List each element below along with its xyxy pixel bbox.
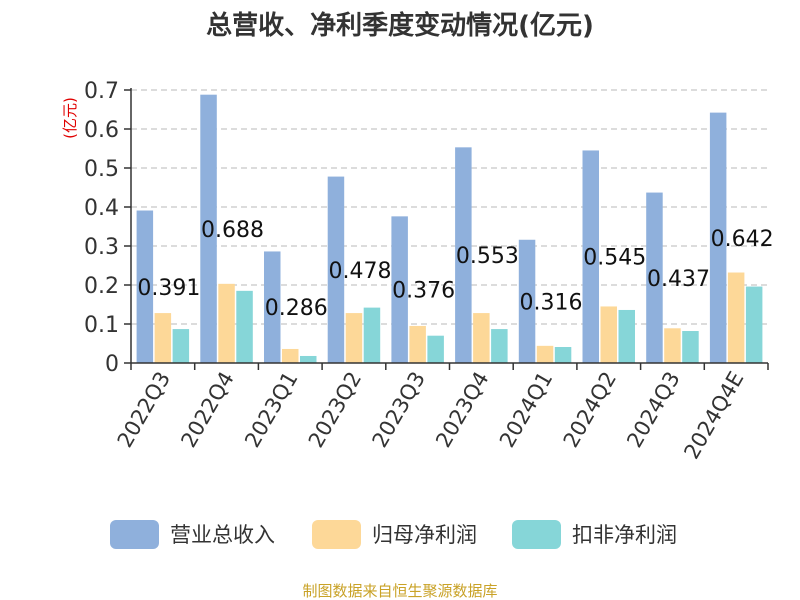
x-tick-label: 2023Q2 <box>304 368 366 452</box>
bar-0-2023Q3 <box>391 216 408 363</box>
bar-1-2023Q3 <box>409 325 426 363</box>
legend-swatch <box>110 520 159 549</box>
data-labels: 0.391 0.688 0.2860.4780.3760.5530.3160.545… <box>137 218 773 321</box>
legend-swatch <box>312 520 361 549</box>
legend-label: 营业总收入 <box>170 523 275 547</box>
bar-2-2024Q4E <box>745 286 763 363</box>
bar-2-2024Q3 <box>682 331 699 363</box>
bar-2-2023Q2 <box>363 307 381 363</box>
bar-1-2024Q4E <box>727 272 745 363</box>
bar-2-2023Q3 <box>427 335 444 363</box>
bar-0-2023Q2 <box>327 176 345 363</box>
bar-0-2024Q2 <box>582 150 599 363</box>
bar-2-2022Q3 <box>172 329 190 363</box>
bar-1-2024Q3 <box>664 328 681 363</box>
y-tick-label: 0.3 <box>84 235 119 260</box>
bar-0-2023Q4 <box>455 147 472 363</box>
y-tick-label: 0.5 <box>84 157 119 182</box>
bar-0-2022Q3 <box>136 210 154 363</box>
x-axis-ticks: 2022Q3 2022Q4 2023Q1 2023Q2 2023Q3 2023Q4 2024… <box>113 363 769 464</box>
data-label: 0.553 <box>456 244 519 269</box>
bar-2-2022Q4 <box>236 290 253 363</box>
x-tick-label: 2024Q2 <box>559 368 621 452</box>
bar-1-2023Q4 <box>473 313 490 363</box>
bar-1-2024Q1 <box>536 345 554 363</box>
bar-0-2023Q1 <box>264 251 281 363</box>
legend-label: 归母净利润 <box>372 523 477 547</box>
bar-0-2024Q1 <box>518 239 536 363</box>
bar-2-2023Q1 <box>300 355 317 363</box>
x-tick-label: 2022Q4 <box>176 368 238 452</box>
y-axis-label: (亿元) <box>61 97 79 139</box>
data-label: 0.545 <box>583 246 646 271</box>
bars <box>136 94 763 364</box>
data-label: 0.376 <box>392 279 455 304</box>
x-tick-label: 2024Q1 <box>495 368 557 452</box>
bar-1-2023Q1 <box>282 348 299 363</box>
chart-title: 总营收、净利季度变动情况(亿元) <box>206 10 594 41</box>
data-label: 0.316 <box>520 290 583 315</box>
x-tick-label: 2023Q1 <box>240 368 302 452</box>
bar-1-2024Q2 <box>600 306 617 363</box>
bar-1-2022Q3 <box>154 313 172 363</box>
y-tick-label: 0.6 <box>84 118 119 143</box>
bar-2-2024Q1 <box>554 347 572 363</box>
data-label: 0.478 <box>328 259 391 284</box>
bar-0-2024Q3 <box>646 192 663 363</box>
data-label: 0.437 <box>647 267 710 292</box>
data-label: 0.642 <box>711 227 774 252</box>
y-tick-label: 0.2 <box>84 274 119 299</box>
x-tick-label: 2024Q4E <box>679 368 748 464</box>
bar-2-2023Q4 <box>491 329 508 363</box>
legend-swatch <box>512 520 561 549</box>
y-tick-label: 0.7 <box>84 79 119 104</box>
data-label: 0.286 <box>265 296 328 321</box>
x-tick-label: 2024Q3 <box>622 368 684 452</box>
bar-2-2024Q2 <box>618 309 635 363</box>
y-tick-label: 0.1 <box>84 313 119 338</box>
y-axis-ticks: 0 0.1 0.2 0.3 0.4 0.5 0.6 0.7 <box>84 79 131 377</box>
source-note: 制图数据来自恒生聚源数据库 <box>302 582 497 600</box>
data-label: 0.688 <box>201 218 264 243</box>
x-tick-label: 2022Q3 <box>113 368 175 452</box>
y-tick-label: 0.4 <box>84 196 119 221</box>
legend-label: 扣非净利润 <box>572 523 677 547</box>
y-tick-label: 0 <box>105 352 119 377</box>
x-tick-label: 2023Q4 <box>431 367 493 451</box>
bar-1-2023Q2 <box>345 313 363 363</box>
data-label: 0.391 <box>137 276 200 301</box>
bar-0-2024Q4E <box>709 112 727 364</box>
bar-0-2022Q4 <box>200 94 217 364</box>
bar-1-2022Q4 <box>218 283 235 363</box>
x-tick-label: 2023Q3 <box>368 368 430 452</box>
legend: 营业总收入 归母净利润 扣非净利润 <box>110 520 677 549</box>
